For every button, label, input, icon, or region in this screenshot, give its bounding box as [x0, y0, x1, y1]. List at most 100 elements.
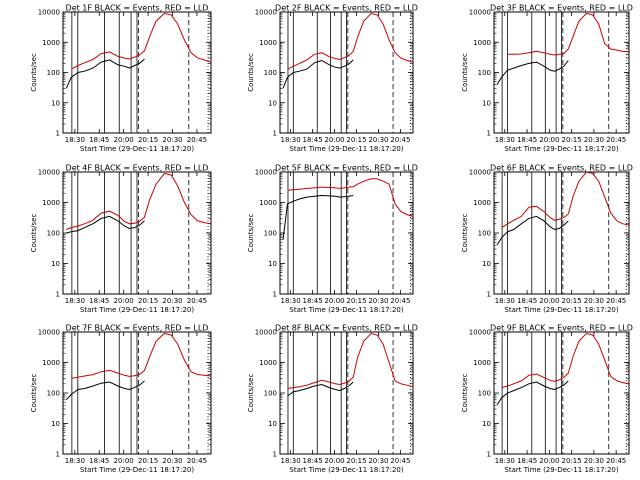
x-tick-label: 20:15 — [562, 297, 582, 305]
x-tick-label: 20:30 — [584, 457, 604, 465]
y-tick-label: 100 — [47, 69, 60, 77]
panel-det-5: Det 5F BLACK = Events, RED = LLD 1 10 100 10… — [247, 164, 418, 315]
x-tick-label: 20:45 — [606, 136, 626, 144]
y-axis-label: Counts/sec — [247, 214, 255, 253]
panel-title: Det 4F BLACK = Events, RED = LLD — [66, 164, 209, 173]
events-series-line — [496, 60, 569, 85]
events-series-line — [65, 380, 145, 401]
x-tick-label: 20:45 — [606, 457, 626, 465]
y-tick-label: 100 — [478, 390, 491, 398]
x-tick-label: 20:00 — [324, 457, 344, 465]
x-axis-label: Start Time (29-Dec-11 18:17:20) — [80, 466, 194, 474]
lld-series-line — [71, 12, 212, 70]
x-tick-label: 18:45 — [517, 136, 537, 144]
x-axis-label: Start Time (29-Dec-11 18:17:20) — [80, 145, 194, 153]
y-axis-label: Counts/sec — [461, 53, 469, 92]
y-axis-label: Counts/sec — [247, 374, 255, 413]
y-tick-label: 1000 — [42, 39, 60, 47]
y-tick-label: 10000 — [38, 169, 60, 177]
x-tick-label: 18:30 — [495, 457, 515, 465]
y-tick-label: 100 — [264, 390, 277, 398]
x-tick-label: 20:45 — [606, 297, 626, 305]
panel-det-8: Det 8F BLACK = Events, RED = LLD 1 10 100 10… — [247, 324, 418, 475]
x-axis-label: Start Time (29-Dec-11 18:17:20) — [289, 145, 403, 153]
x-tick-label: 20:30 — [162, 136, 182, 144]
x-tick-label: 18:45 — [517, 457, 537, 465]
panel-title: Det 8F BLACK = Events, RED = LLD — [275, 324, 418, 333]
x-tick-label: 20:15 — [346, 297, 366, 305]
y-axis-label: Counts/sec — [30, 53, 38, 92]
x-tick-label: 20:30 — [162, 457, 182, 465]
x-tick-label: 20:00 — [114, 297, 134, 305]
x-tick-label: 20:00 — [114, 457, 134, 465]
y-tick-label: 1 — [487, 291, 491, 299]
y-tick-label: 100 — [264, 230, 277, 238]
events-series-line — [287, 381, 354, 397]
y-tick-label: 100 — [478, 230, 491, 238]
panel-title: Det 5F BLACK = Events, RED = LLD — [275, 164, 418, 173]
y-tick-label: 1 — [487, 130, 491, 138]
events-series-line — [496, 215, 569, 246]
y-axis-label: Counts/sec — [247, 53, 255, 92]
y-tick-label: 1 — [273, 130, 277, 138]
y-tick-label: 10000 — [255, 9, 277, 17]
y-tick-label: 10 — [482, 99, 491, 107]
panel-det-1: Det 1F BLACK = Events, RED = LLD 1 10 100 10… — [30, 4, 212, 153]
y-tick-label: 10000 — [255, 329, 277, 337]
lld-series-line — [501, 332, 630, 389]
y-tick-label: 100 — [264, 69, 277, 77]
x-tick-label: 20:15 — [138, 297, 158, 305]
panel-title: Det 3F BLACK = Events, RED = LLD — [490, 4, 633, 13]
panel-title: Det 7F BLACK = Events, RED = LLD — [66, 324, 209, 333]
x-tick-label: 18:30 — [281, 457, 301, 465]
x-tick-label: 20:15 — [562, 457, 582, 465]
x-axis-label: Start Time (29-Dec-11 18:17:20) — [80, 306, 194, 314]
x-tick-label: 18:45 — [89, 136, 109, 144]
y-tick-label: 10 — [268, 260, 277, 268]
lld-series-line — [71, 332, 212, 379]
y-tick-label: 10 — [482, 260, 491, 268]
y-axis-label: Counts/sec — [30, 374, 38, 413]
y-tick-label: 1000 — [473, 39, 491, 47]
y-tick-label: 10000 — [255, 169, 277, 177]
x-tick-label: 18:30 — [281, 297, 301, 305]
x-tick-label: 20:15 — [138, 457, 158, 465]
x-tick-label: 20:15 — [562, 136, 582, 144]
x-tick-label: 20:45 — [390, 457, 410, 465]
x-tick-label: 18:30 — [65, 136, 85, 144]
panel-det-3: Det 3F BLACK = Events, RED = LLD 1 10 100 10… — [461, 4, 633, 154]
x-tick-label: 20:30 — [584, 297, 604, 305]
x-tick-label: 18:30 — [65, 297, 85, 305]
x-tick-label: 20:30 — [584, 136, 604, 144]
panel-title: Det 9F BLACK = Events, RED = LLD — [490, 324, 633, 333]
x-tick-label: 18:30 — [495, 297, 515, 305]
lld-series-line — [287, 178, 414, 217]
x-tick-label: 18:30 — [65, 457, 85, 465]
events-series-line — [282, 194, 354, 240]
x-tick-label: 20:00 — [114, 136, 134, 144]
y-tick-label: 10 — [268, 420, 277, 428]
y-tick-label: 1000 — [259, 39, 277, 47]
x-axis-label: Start Time (29-Dec-11 18:17:20) — [504, 306, 618, 314]
x-tick-label: 20:00 — [539, 457, 559, 465]
lld-series-line — [66, 172, 212, 230]
y-tick-label: 1 — [273, 451, 277, 459]
y-axis-label: Counts/sec — [30, 214, 38, 253]
y-tick-label: 10000 — [469, 9, 491, 17]
x-tick-label: 20:45 — [390, 136, 410, 144]
panel-title: Det 2F BLACK = Events, RED = LLD — [275, 4, 418, 13]
x-tick-label: 18:45 — [302, 297, 322, 305]
y-tick-label: 10 — [51, 420, 60, 428]
x-tick-label: 20:30 — [368, 457, 388, 465]
x-axis-label: Start Time (29-Dec-11 18:17:20) — [504, 466, 618, 474]
y-tick-label: 1 — [56, 130, 60, 138]
y-tick-label: 1000 — [259, 199, 277, 207]
y-tick-label: 10000 — [38, 9, 60, 17]
y-tick-label: 10000 — [38, 329, 60, 337]
x-tick-label: 20:15 — [138, 136, 158, 144]
y-tick-label: 1 — [56, 451, 60, 459]
panel-title: Det 6F BLACK = Events, RED = LLD — [490, 164, 633, 173]
x-tick-label: 20:30 — [162, 297, 182, 305]
y-tick-label: 10 — [482, 420, 491, 428]
